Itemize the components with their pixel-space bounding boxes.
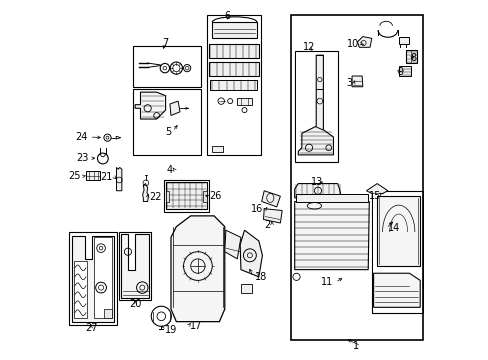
Polygon shape xyxy=(210,80,257,90)
Text: 23: 23 xyxy=(76,153,88,163)
Text: 2: 2 xyxy=(264,220,270,230)
Bar xyxy=(206,15,260,155)
Polygon shape xyxy=(121,234,149,298)
Polygon shape xyxy=(373,273,419,307)
Bar xyxy=(163,180,208,212)
Polygon shape xyxy=(104,309,112,318)
Text: 1: 1 xyxy=(352,341,359,351)
Text: 12: 12 xyxy=(302,42,315,52)
Text: 8: 8 xyxy=(409,53,415,63)
Text: 17: 17 xyxy=(190,321,202,331)
Text: 6: 6 xyxy=(224,11,230,21)
Text: 22: 22 xyxy=(149,192,162,202)
Polygon shape xyxy=(142,184,148,202)
Text: 25: 25 xyxy=(68,171,80,181)
Bar xyxy=(119,232,151,300)
Bar xyxy=(405,50,416,63)
Polygon shape xyxy=(376,196,419,266)
Bar xyxy=(290,15,422,339)
Text: 14: 14 xyxy=(387,224,399,233)
Polygon shape xyxy=(224,230,241,259)
Polygon shape xyxy=(296,53,335,158)
Polygon shape xyxy=(357,37,371,47)
Bar xyxy=(133,45,201,87)
Polygon shape xyxy=(298,55,333,155)
Polygon shape xyxy=(372,194,421,309)
Text: 16: 16 xyxy=(251,204,263,215)
Polygon shape xyxy=(169,101,180,116)
Polygon shape xyxy=(86,171,100,180)
Text: 11: 11 xyxy=(321,277,333,287)
Polygon shape xyxy=(296,194,367,202)
Polygon shape xyxy=(116,136,121,139)
Text: 9: 9 xyxy=(396,67,402,77)
Polygon shape xyxy=(237,98,251,105)
Polygon shape xyxy=(72,235,113,321)
Text: 24: 24 xyxy=(75,132,88,142)
Polygon shape xyxy=(116,167,122,191)
Text: 20: 20 xyxy=(129,299,141,309)
Polygon shape xyxy=(171,216,224,321)
Text: 27: 27 xyxy=(84,323,97,333)
Bar xyxy=(203,191,206,202)
Text: 26: 26 xyxy=(209,191,221,201)
Bar xyxy=(371,191,422,313)
Text: 4: 4 xyxy=(166,165,172,175)
Polygon shape xyxy=(294,202,368,270)
Text: 21: 21 xyxy=(100,172,112,182)
Polygon shape xyxy=(399,66,410,76)
Polygon shape xyxy=(240,230,262,277)
Polygon shape xyxy=(165,182,206,209)
Bar xyxy=(69,232,117,325)
Text: 13: 13 xyxy=(310,177,323,187)
Text: 15: 15 xyxy=(368,191,381,201)
Polygon shape xyxy=(294,184,341,198)
Bar xyxy=(294,51,337,162)
Polygon shape xyxy=(212,22,257,39)
Polygon shape xyxy=(261,191,280,207)
Text: 19: 19 xyxy=(164,325,177,335)
Bar xyxy=(133,89,201,155)
Bar xyxy=(165,191,169,202)
Text: 7: 7 xyxy=(162,38,168,48)
Polygon shape xyxy=(366,184,387,196)
Polygon shape xyxy=(74,261,86,318)
Bar xyxy=(398,37,408,44)
Polygon shape xyxy=(241,284,251,293)
Text: 18: 18 xyxy=(255,272,267,282)
Polygon shape xyxy=(94,237,112,318)
Polygon shape xyxy=(135,92,165,119)
Text: 5: 5 xyxy=(164,127,171,136)
Polygon shape xyxy=(208,44,258,58)
Text: 10: 10 xyxy=(346,39,359,49)
Polygon shape xyxy=(208,62,258,76)
Polygon shape xyxy=(263,209,282,223)
Polygon shape xyxy=(386,207,403,220)
Text: 3: 3 xyxy=(345,78,351,88)
Polygon shape xyxy=(211,146,223,152)
Polygon shape xyxy=(351,76,362,87)
